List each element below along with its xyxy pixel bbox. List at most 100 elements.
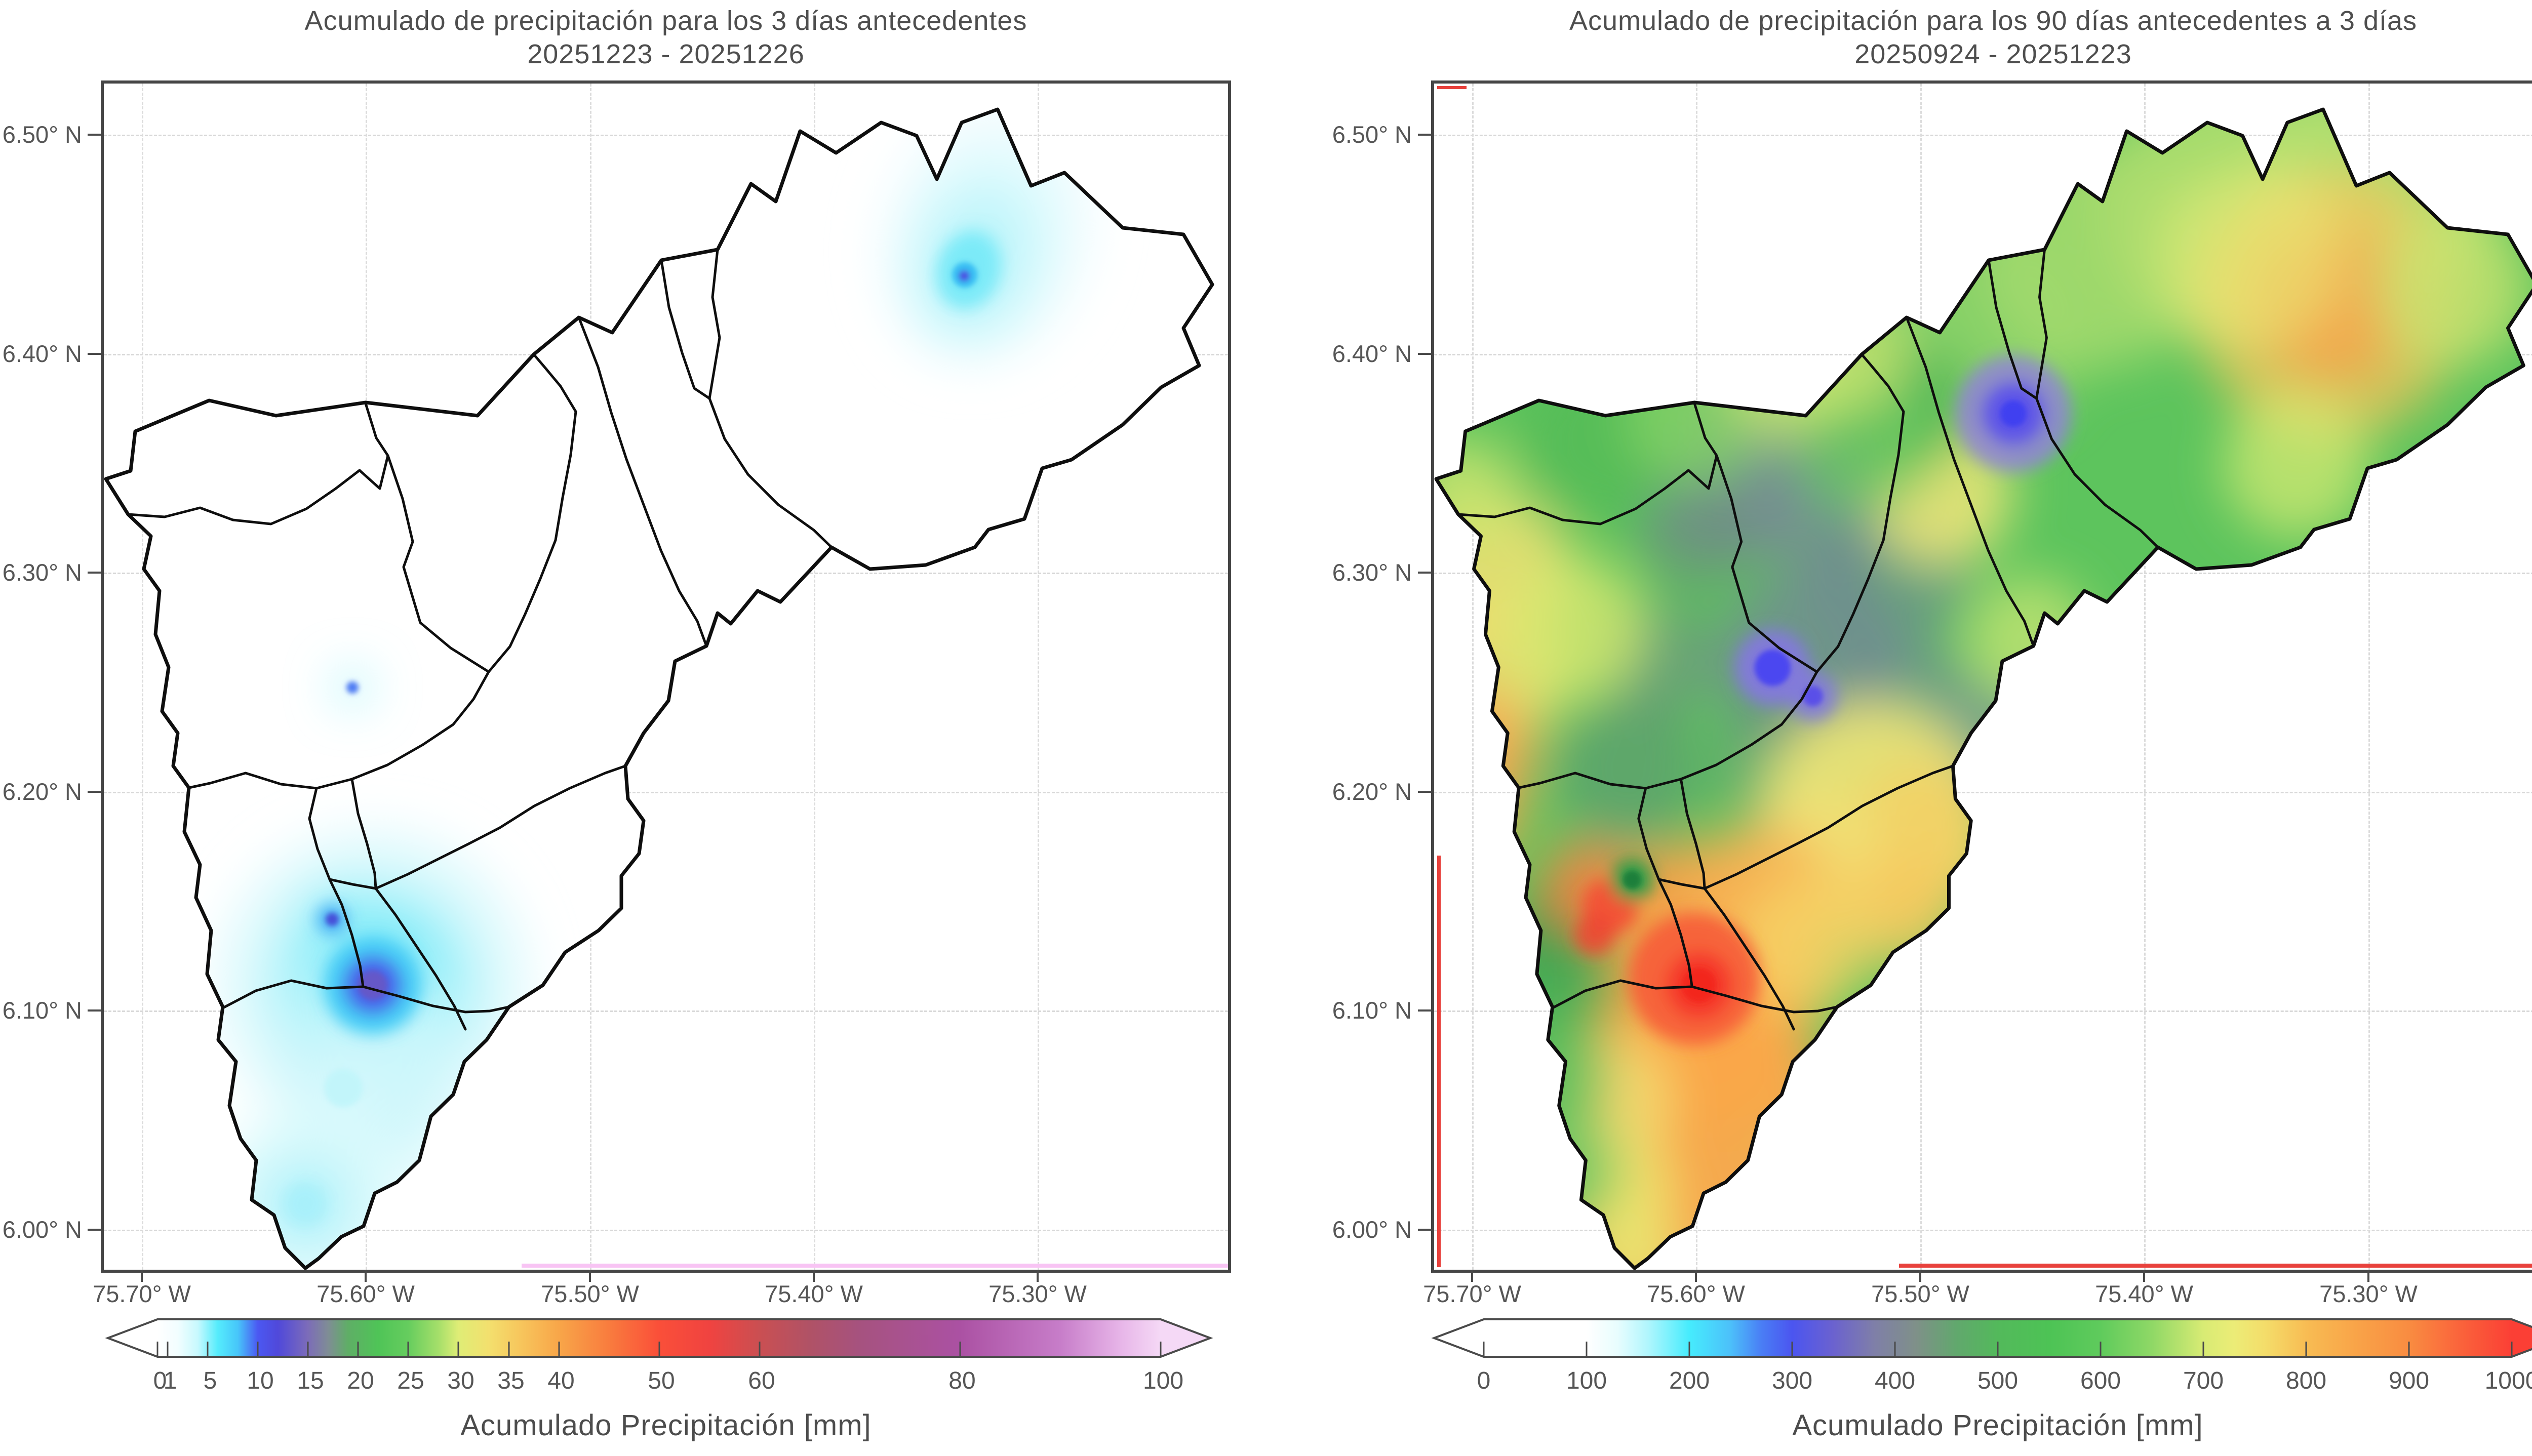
gridline-lat (104, 1010, 1228, 1012)
y-tick (1418, 353, 1431, 355)
colorbar-gradient-bar (1431, 1318, 2532, 1358)
cbar-tick-label: 0 (153, 1367, 167, 1394)
cbar-tick-label: 100 (1142, 1367, 1184, 1394)
x-tick (813, 1270, 815, 1282)
map-3-day-precipitation (104, 107, 1214, 1270)
precip-blob (1574, 915, 1615, 955)
precip-blobs-core (324, 262, 977, 1107)
lon-label: 75.40° W (765, 1280, 863, 1307)
y-tick (1418, 791, 1431, 793)
x-tick (2367, 1270, 2369, 1282)
raster-extent-edge-red-bottom (1899, 1264, 2532, 1268)
cbar-tick-label: 80 (948, 1367, 976, 1394)
colorbar-tick-marks (156, 1342, 1162, 1356)
right-title-line1: Acumulado de precipitación para los 90 d… (1569, 6, 2418, 36)
y-tick (1418, 1229, 1431, 1231)
precip-blob (2223, 391, 2369, 538)
lat-label: 6.00° N (1332, 1216, 1412, 1243)
colorbar-3-day (105, 1318, 1213, 1358)
precip-blob (1499, 555, 1645, 702)
precip-blobs-soft (1436, 109, 2530, 1268)
lat-label: 6.40° N (1332, 340, 1412, 367)
x-tick (589, 1270, 591, 1282)
y-tick (88, 1009, 101, 1012)
y-tick (88, 791, 101, 793)
y-tick (1418, 1009, 1431, 1012)
x-tick (365, 1270, 367, 1282)
left-axes-frame (101, 80, 1231, 1273)
cbar-tick-label: 600 (2080, 1367, 2121, 1394)
x-tick (1919, 1270, 1921, 1282)
left-title-line1: Acumulado de precipitación para los 3 dí… (304, 6, 1027, 36)
y-tick (88, 353, 101, 355)
gridline-lat (1434, 1230, 2532, 1231)
gridline-lon (1472, 84, 1474, 1270)
x-tick (1037, 1270, 1039, 1282)
cbar-tick-label: 10 (247, 1367, 274, 1394)
lon-label: 75.70° W (1423, 1280, 1521, 1307)
cbar-tick-label: 30 (447, 1367, 474, 1394)
raster-extent-edge-red-left (1437, 856, 1441, 1267)
x-tick (1695, 1270, 1697, 1282)
precip-blobs-core (1623, 400, 2027, 1002)
lat-label: 6.40° N (2, 340, 82, 367)
colorbar-axis-label: Acumulado Precipitación [mm] (460, 1409, 872, 1442)
lon-label: 75.50° W (1871, 1280, 1969, 1307)
precip-blob (283, 1182, 328, 1226)
lon-label: 75.60° W (1647, 1280, 1745, 1307)
cbar-tick-label: 400 (1874, 1367, 1916, 1394)
gridline-lon (2368, 84, 2370, 1270)
gridline-lon (2144, 84, 2146, 1270)
cbar-tick-label: 5 (203, 1367, 217, 1394)
cbar-tick-label: 60 (748, 1367, 775, 1394)
gridline-lat (1434, 135, 2532, 136)
lon-label: 75.70° W (93, 1280, 191, 1307)
colorbar-axis-label: Acumulado Precipitación [mm] (1792, 1409, 2203, 1442)
cbar-tick-label: 800 (2285, 1367, 2327, 1394)
map-90-day-precipitation (1434, 107, 2532, 1270)
precip-blob (1623, 871, 1641, 889)
gridline-lon (142, 84, 143, 1270)
gridline-lat (104, 135, 1228, 136)
precip-blob (326, 913, 339, 926)
cbar-tick-label: 20 (347, 1367, 374, 1394)
x-tick (141, 1270, 143, 1282)
lat-label: 6.20° N (2, 778, 82, 805)
gridline-lat (1434, 792, 2532, 793)
colorbar-90-day (1431, 1318, 2532, 1358)
gridline-lon (814, 84, 815, 1270)
precip-blob (1737, 877, 1874, 1014)
x-tick (1471, 1270, 1473, 1282)
y-tick (88, 1229, 101, 1231)
precip-blob (2158, 163, 2345, 350)
precip-blob (959, 270, 970, 281)
lon-label: 75.50° W (541, 1280, 639, 1307)
precip-blob (2373, 211, 2530, 368)
cbar-tick-label: 100 (1566, 1367, 1607, 1394)
right-panel-title: Acumulado de precipitación para los 90 d… (1434, 4, 2532, 71)
cbar-tick-label: 40 (547, 1367, 575, 1394)
lon-label: 75.40° W (2095, 1280, 2193, 1307)
colorbar-gradient-bar (105, 1318, 1213, 1358)
raster-extent-edge-red-top (1437, 86, 1467, 89)
lat-label: 6.00° N (2, 1216, 82, 1243)
precip-blob (2000, 400, 2027, 427)
cbar-tick-label: 1 (163, 1367, 177, 1394)
precip-blob (346, 681, 359, 694)
precip-blob (1436, 438, 1519, 555)
gridline-lat (104, 1230, 1228, 1231)
y-tick (88, 572, 101, 574)
cbar-tick-label: 0 (1477, 1367, 1491, 1394)
y-tick (1418, 572, 1431, 574)
cbar-tick-label: 500 (1977, 1367, 2019, 1394)
lon-label: 75.60° W (316, 1280, 415, 1307)
lon-label: 75.30° W (2319, 1280, 2418, 1307)
gridline-lat (104, 792, 1228, 793)
colorbar-tick-marks (1483, 1342, 2513, 1356)
cbar-tick-label: 35 (497, 1367, 525, 1394)
precip-blob (358, 970, 387, 1000)
y-tick (88, 134, 101, 136)
cbar-tick-label: 1000 (2484, 1367, 2532, 1394)
y-tick (1418, 134, 1431, 136)
cbar-tick-label: 200 (1669, 1367, 1710, 1394)
